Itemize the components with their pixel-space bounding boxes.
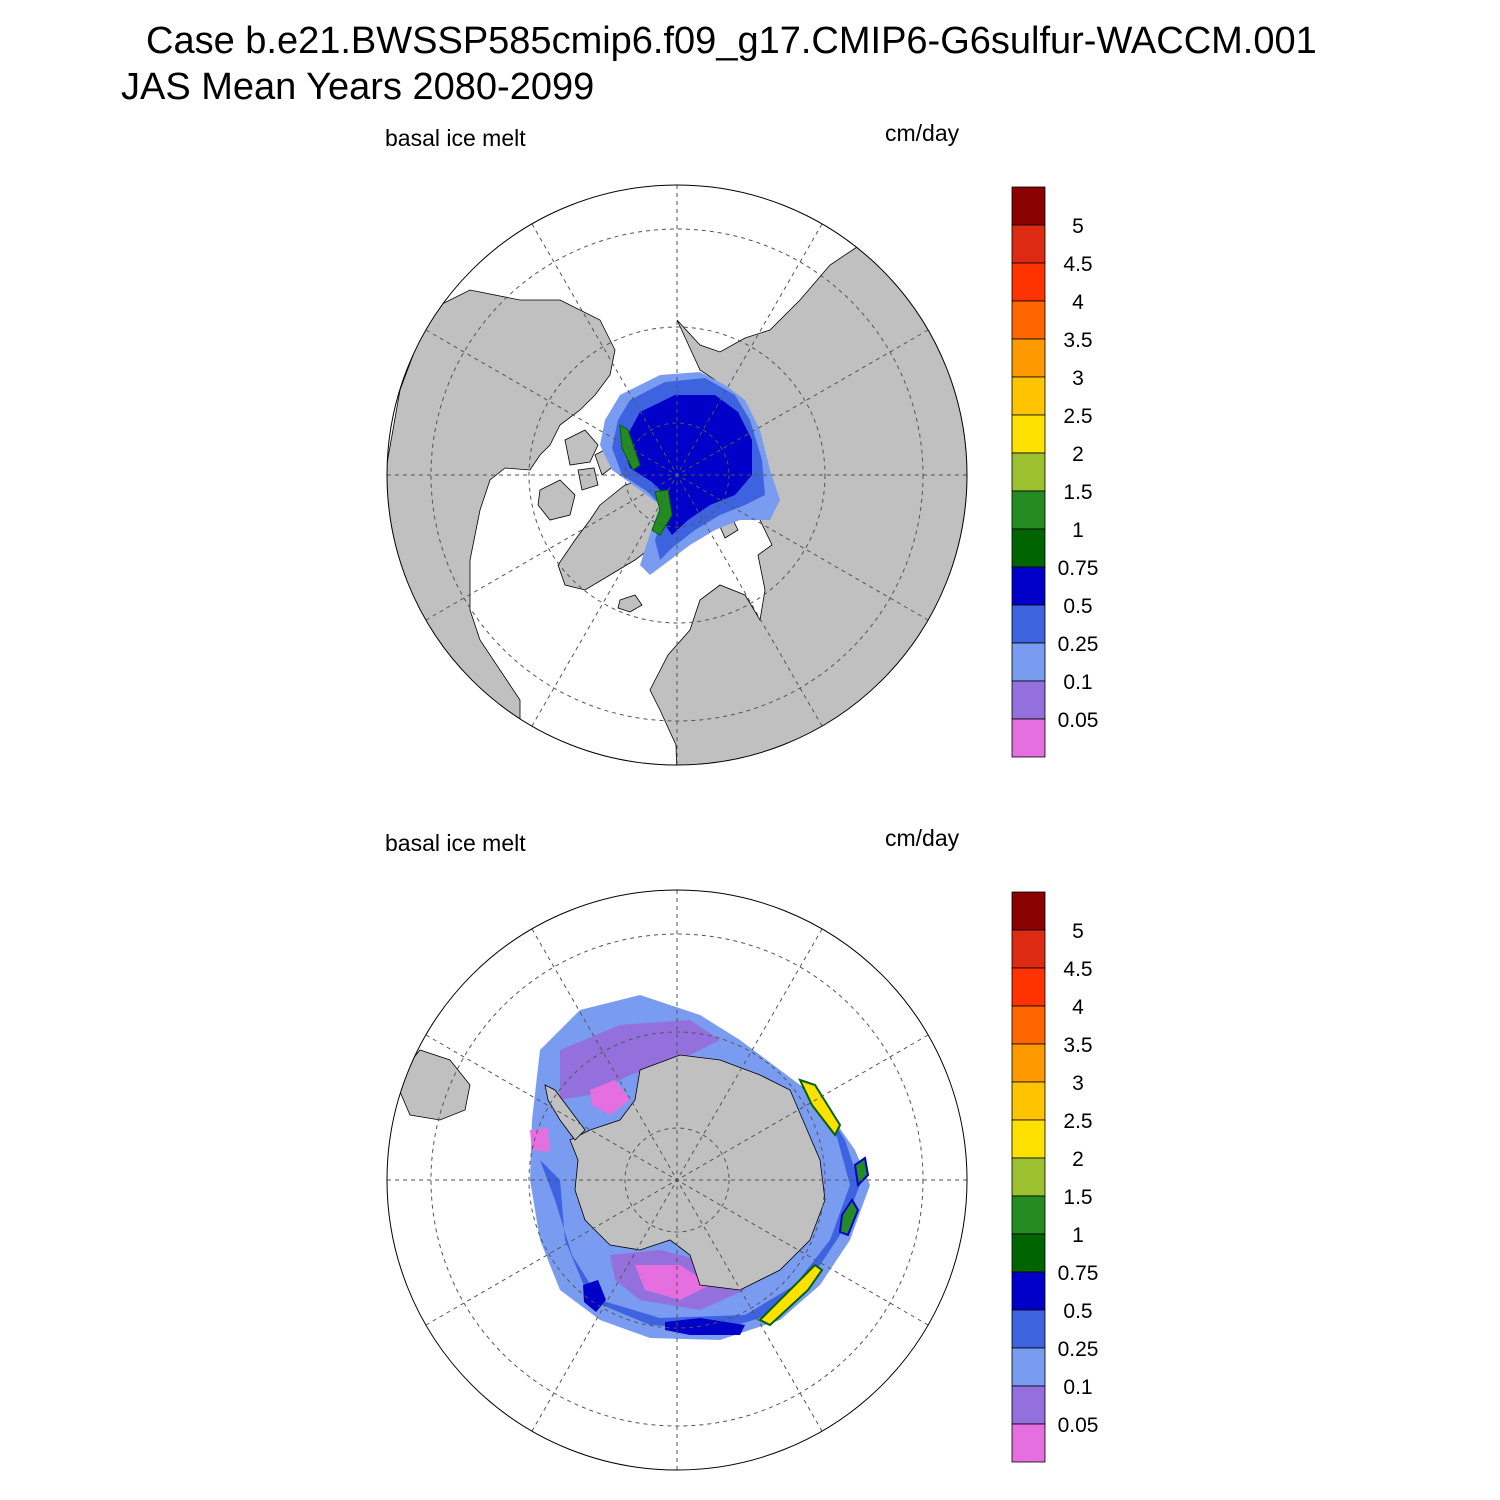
south-colorbar-swatch — [1011, 1081, 1046, 1121]
south-colorbar-swatch — [1011, 1043, 1046, 1083]
north-colorbar-swatch — [1011, 224, 1046, 264]
north-colorbar-swatch — [1011, 642, 1046, 682]
south-colorbar-tick-label: 2.5 — [1063, 1110, 1092, 1133]
south-colorbar-tick-label: 0.5 — [1063, 1300, 1092, 1323]
case-title: Case b.e21.BWSSP585cmip6.f09_g17.CMIP6-G… — [146, 20, 1317, 62]
south-colorbar-tick-label: 3.5 — [1063, 1034, 1092, 1057]
north-colorbar-tick-label: 0.05 — [1058, 709, 1099, 732]
north-colorbar-tick-label: 3 — [1072, 367, 1084, 390]
north-colorbar-tick-label: 5 — [1072, 215, 1084, 238]
north-colorbar-swatch — [1011, 604, 1046, 644]
south-colorbar-swatch — [1011, 929, 1046, 969]
north-colorbar: 5 4.5 4 3.5 3 2.5 2 1.5 1 0.75 0.5 0.25 0.1 0.05 — [1011, 186, 1099, 758]
north-colorbar-tick-label: 2 — [1072, 443, 1084, 466]
south-field-label: basal ice melt — [385, 830, 526, 856]
north-colorbar-tick-label: 0.25 — [1058, 633, 1099, 656]
south-colorbar-tick-label: 4 — [1072, 996, 1084, 1019]
north-colorbar-tick-label: 4 — [1072, 291, 1084, 314]
south-melt-pink-3 — [530, 1128, 550, 1152]
south-colorbar-swatch — [1011, 891, 1046, 931]
period-subtitle: JAS Mean Years 2080-2099 — [121, 66, 595, 108]
south-melt-pink-2 — [635, 1265, 710, 1300]
south-melt-band-east — [798, 1078, 842, 1137]
north-america-land — [387, 289, 616, 761]
north-colorbar-tick-label: 0.1 — [1063, 671, 1092, 694]
south-colorbar-tick-label: 3 — [1072, 1072, 1084, 1095]
south-units-label: cm/day — [885, 825, 960, 851]
south-colorbar: 5 4.5 4 3.5 3 2.5 2 1.5 1 0.75 0.5 0.25 0.1 0.05 — [1011, 891, 1099, 1463]
antarctic-peninsula-land — [544, 1084, 586, 1141]
north-colorbar-tick-label: 2.5 — [1063, 405, 1092, 428]
south-colorbar-tick-label: 1 — [1072, 1224, 1084, 1247]
south-colorbar-tick-label: 0.1 — [1063, 1376, 1092, 1399]
north-colorbar-swatch — [1011, 414, 1046, 454]
north-colorbar-swatch — [1011, 528, 1046, 568]
north-colorbar-swatch — [1011, 300, 1046, 340]
north-colorbar-swatch — [1011, 338, 1046, 378]
north-colorbar-swatch — [1011, 490, 1046, 530]
south-colorbar-swatch — [1011, 1347, 1046, 1387]
north-colorbar-tick-label: 4.5 — [1063, 253, 1092, 276]
north-colorbar-tick-label: 1.5 — [1063, 481, 1092, 504]
north-colorbar-tick-label: 0.5 — [1063, 595, 1092, 618]
south-america-land — [394, 1049, 471, 1121]
north-colorbar-swatch — [1011, 452, 1046, 492]
south-melt-band-e3 — [853, 1156, 870, 1188]
south-polar-map — [386, 889, 968, 1471]
north-polar-map — [386, 184, 968, 766]
south-colorbar-tick-label: 4.5 — [1063, 958, 1092, 981]
south-colorbar-swatch — [1011, 1195, 1046, 1235]
north-colorbar-swatch — [1011, 186, 1046, 226]
north-colorbar-tick-label: 0.75 — [1058, 557, 1099, 580]
south-melt-band-se — [758, 1263, 824, 1327]
north-colorbar-swatch — [1011, 262, 1046, 302]
south-colorbar-tick-label: 0.25 — [1058, 1338, 1099, 1361]
south-melt-dark-1 — [665, 1318, 745, 1335]
north-graticule — [387, 185, 967, 765]
north-units-label: cm/day — [885, 120, 960, 146]
south-colorbar-swatch — [1011, 1271, 1046, 1311]
south-colorbar-swatch — [1011, 1423, 1046, 1463]
south-colorbar-swatch — [1011, 1385, 1046, 1425]
north-colorbar-tick-label: 3.5 — [1063, 329, 1092, 352]
north-field-label: basal ice melt — [385, 125, 526, 151]
north-colorbar-swatch — [1011, 718, 1046, 758]
south-colorbar-tick-label: 1.5 — [1063, 1186, 1092, 1209]
south-colorbar-swatch — [1011, 1119, 1046, 1159]
north-colorbar-swatch — [1011, 566, 1046, 606]
south-colorbar-swatch — [1011, 1309, 1046, 1349]
south-colorbar-tick-label: 0.75 — [1058, 1262, 1099, 1285]
north-colorbar-tick-label: 1 — [1072, 519, 1084, 542]
south-colorbar-swatch — [1011, 1157, 1046, 1197]
south-melt-pink-1 — [590, 1080, 630, 1115]
iceland-land — [617, 594, 643, 613]
south-melt-band-e2 — [838, 1198, 860, 1237]
south-colorbar-tick-label: 2 — [1072, 1148, 1084, 1171]
south-melt-dark-2 — [583, 1280, 606, 1312]
north-colorbar-swatch — [1011, 680, 1046, 720]
south-colorbar-swatch — [1011, 1005, 1046, 1045]
south-melt-purple-1 — [560, 1020, 720, 1100]
south-colorbar-tick-label: 5 — [1072, 920, 1084, 943]
south-colorbar-tick-label: 0.05 — [1058, 1414, 1099, 1437]
north-colorbar-swatch — [1011, 376, 1046, 416]
south-graticule — [387, 890, 967, 1470]
south-colorbar-swatch — [1011, 1233, 1046, 1273]
south-colorbar-swatch — [1011, 967, 1046, 1007]
